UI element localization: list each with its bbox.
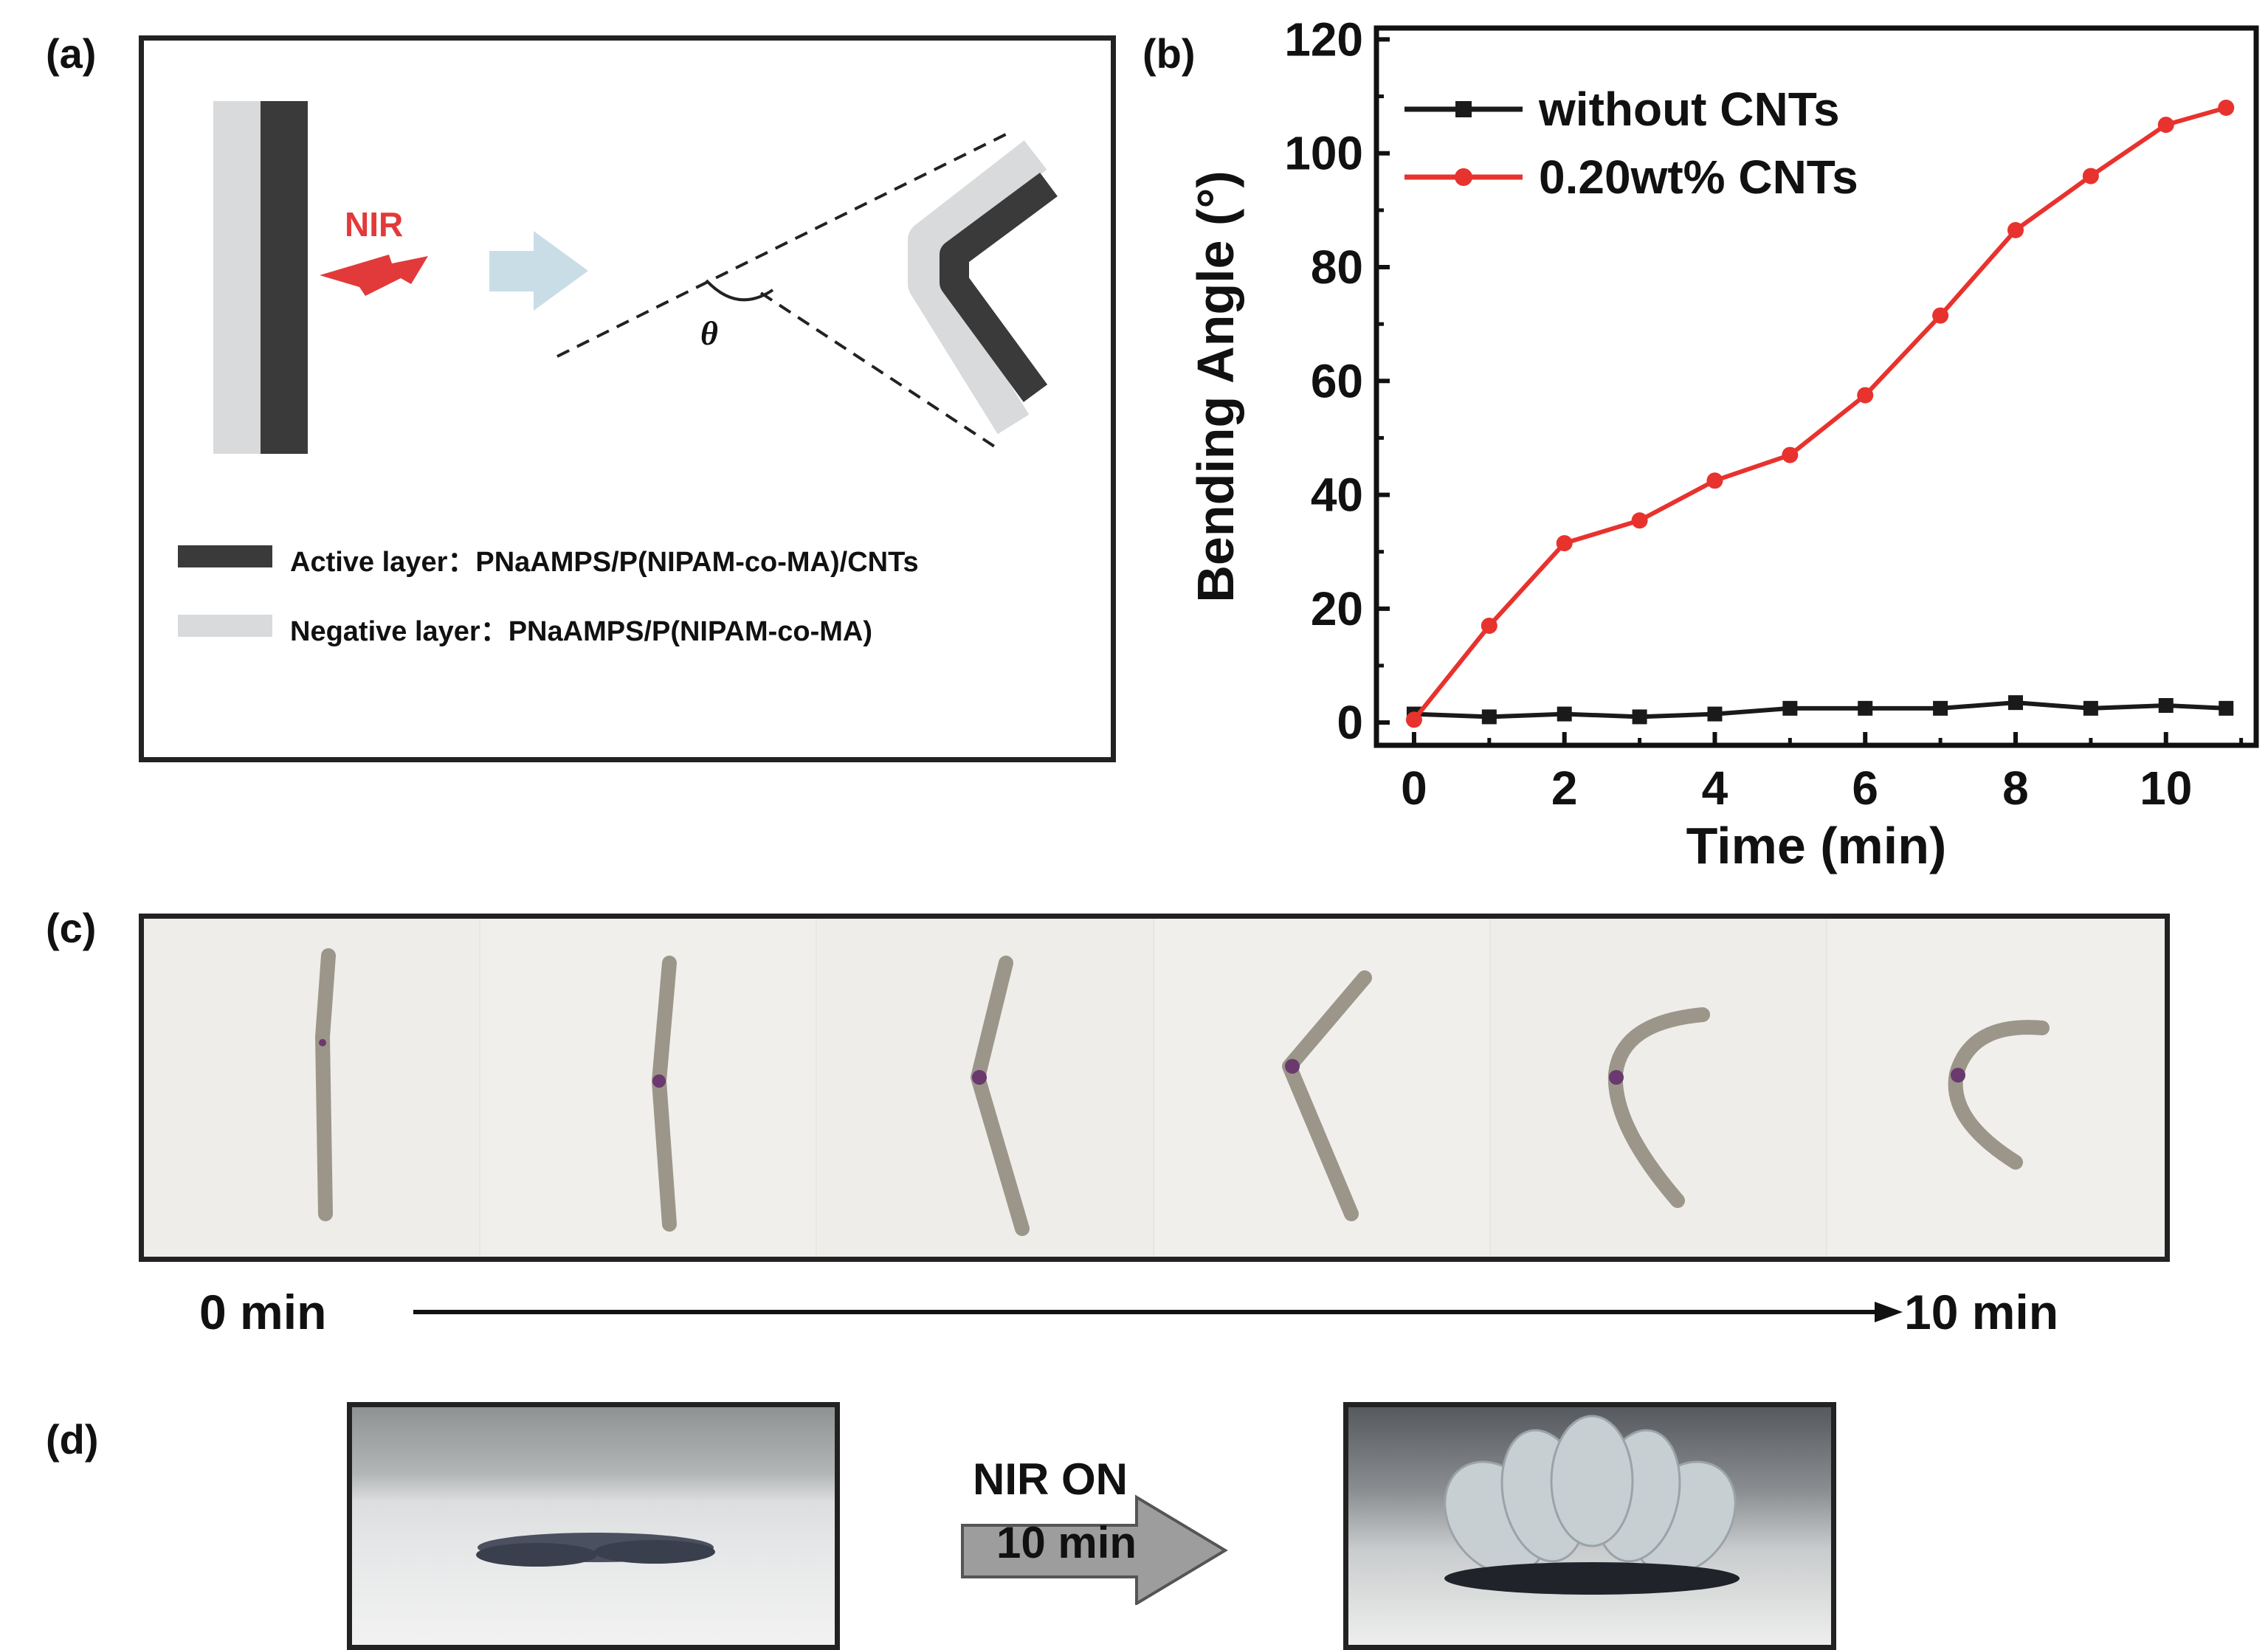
legend-label-1: 0.20wt% CNTs [1539, 151, 1858, 204]
legend-marker-0 [1455, 101, 1472, 117]
legend-label-negative: Negative layer：PNaAMPS/P(NIPAM-co-MA) [290, 616, 873, 647]
y-axis-label: Bending Angle (°) [1187, 170, 1244, 602]
data-point [1631, 512, 1648, 529]
data-point [1706, 472, 1723, 489]
bent-active-layer [940, 172, 1058, 402]
time-frame-6 [1827, 919, 2165, 1257]
panel-c-frame [139, 914, 2170, 1262]
panel-c-label: (c) [46, 905, 97, 951]
data-point [2219, 700, 2234, 716]
data-point [1632, 709, 1647, 725]
data-point [2083, 700, 2098, 716]
theta-arc [705, 279, 774, 302]
data-point [1556, 535, 1573, 552]
plot-frame [1373, 25, 2259, 748]
data-point [1481, 618, 1497, 634]
time-frame-2 [480, 919, 818, 1257]
x-tick-label: 4 [1702, 762, 1728, 815]
data-point [2218, 100, 2235, 116]
bent-negative-layer [908, 140, 1047, 435]
data-point [1933, 700, 1948, 716]
negative-layer-strip [213, 101, 261, 454]
nir-label: NIR [345, 205, 404, 244]
dashed-guide-upper [556, 130, 1013, 358]
flower-after-photo [1343, 1402, 1836, 1650]
data-point [1782, 700, 1798, 716]
panel-a-label: (a) [46, 30, 97, 77]
data-point [1405, 711, 1422, 728]
strip-2min [652, 956, 677, 1232]
data-point [1932, 307, 1949, 324]
y-tick-label: 20 [1311, 582, 1363, 635]
x-tick-label: 0 [1401, 762, 1427, 815]
bloomed-flower [1444, 1415, 1740, 1595]
x-tick-label: 6 [1852, 762, 1878, 815]
nir-duration-label: 10 min [996, 1518, 1137, 1567]
x-tick-label: 2 [1551, 762, 1578, 815]
strip-sequence [315, 948, 2050, 1236]
data-point [1481, 709, 1497, 725]
y-tick-label: 80 [1311, 241, 1363, 294]
data-point [1858, 700, 1873, 716]
data-point [2007, 695, 2023, 711]
data-point [1557, 706, 1572, 722]
strip-0min [315, 948, 336, 1221]
nir-lightning-icon [320, 255, 428, 296]
y-tick-label: 60 [1311, 354, 1363, 407]
strip-4min [971, 956, 1030, 1236]
process-arrow-icon [489, 231, 588, 311]
data-point [1857, 387, 1874, 404]
flower-before-photo [347, 1402, 840, 1650]
y-tick-label: 0 [1337, 696, 1363, 749]
legend-label-active: Active layer：PNaAMPS/P(NIPAM-co-MA)/CNTs [290, 547, 919, 578]
time-frame-1 [144, 919, 481, 1257]
data-point [2082, 168, 2099, 184]
legend-swatch-negative [178, 615, 272, 637]
active-layer-strip [261, 101, 308, 454]
time-frame-5 [1491, 919, 1828, 1257]
x-axis-label: Time (min) [1686, 817, 1947, 874]
y-tick-label: 100 [1284, 127, 1363, 180]
data-point [1782, 446, 1799, 463]
strip-8min [1607, 1007, 1710, 1208]
end-time-label: 10 min [1904, 1285, 2059, 1339]
legend-swatch-active [178, 545, 272, 567]
flat-flower [476, 1533, 715, 1567]
series-line-1 [1412, 106, 2227, 722]
panel-a-frame: NIR θ Active layer：PNaAMPS/P(NIPAM-co-MA… [139, 35, 1116, 762]
x-tick-label: 8 [2002, 762, 2029, 815]
y-tick-label: 40 [1311, 469, 1363, 522]
start-time-label: 0 min [199, 1285, 327, 1339]
dashed-guide-lower [759, 291, 1002, 452]
data-point [2157, 117, 2174, 134]
data-point [1707, 706, 1723, 722]
panel-d-label: (d) [46, 1416, 99, 1463]
legend-marker-1 [1455, 168, 1472, 186]
theta-label: θ [700, 314, 718, 352]
time-frame-4 [1154, 919, 1492, 1257]
panel-b-label: (b) [1142, 30, 1196, 77]
y-tick-label: 120 [1284, 13, 1363, 66]
time-arrow [413, 1302, 1903, 1322]
legend-label-0: without CNTs [1538, 83, 1840, 136]
nir-on-arrow-icon [961, 1494, 1228, 1605]
data-point [2007, 221, 2024, 238]
nir-on-label: NIR ON [973, 1454, 1128, 1504]
strip-10min [1948, 1020, 2050, 1170]
strip-6min [1282, 970, 1372, 1221]
data-point [2158, 698, 2174, 713]
bilayer-schematic [213, 101, 1058, 454]
series-line-0 [1413, 700, 2227, 719]
x-tick-label: 10 [2140, 762, 2192, 815]
